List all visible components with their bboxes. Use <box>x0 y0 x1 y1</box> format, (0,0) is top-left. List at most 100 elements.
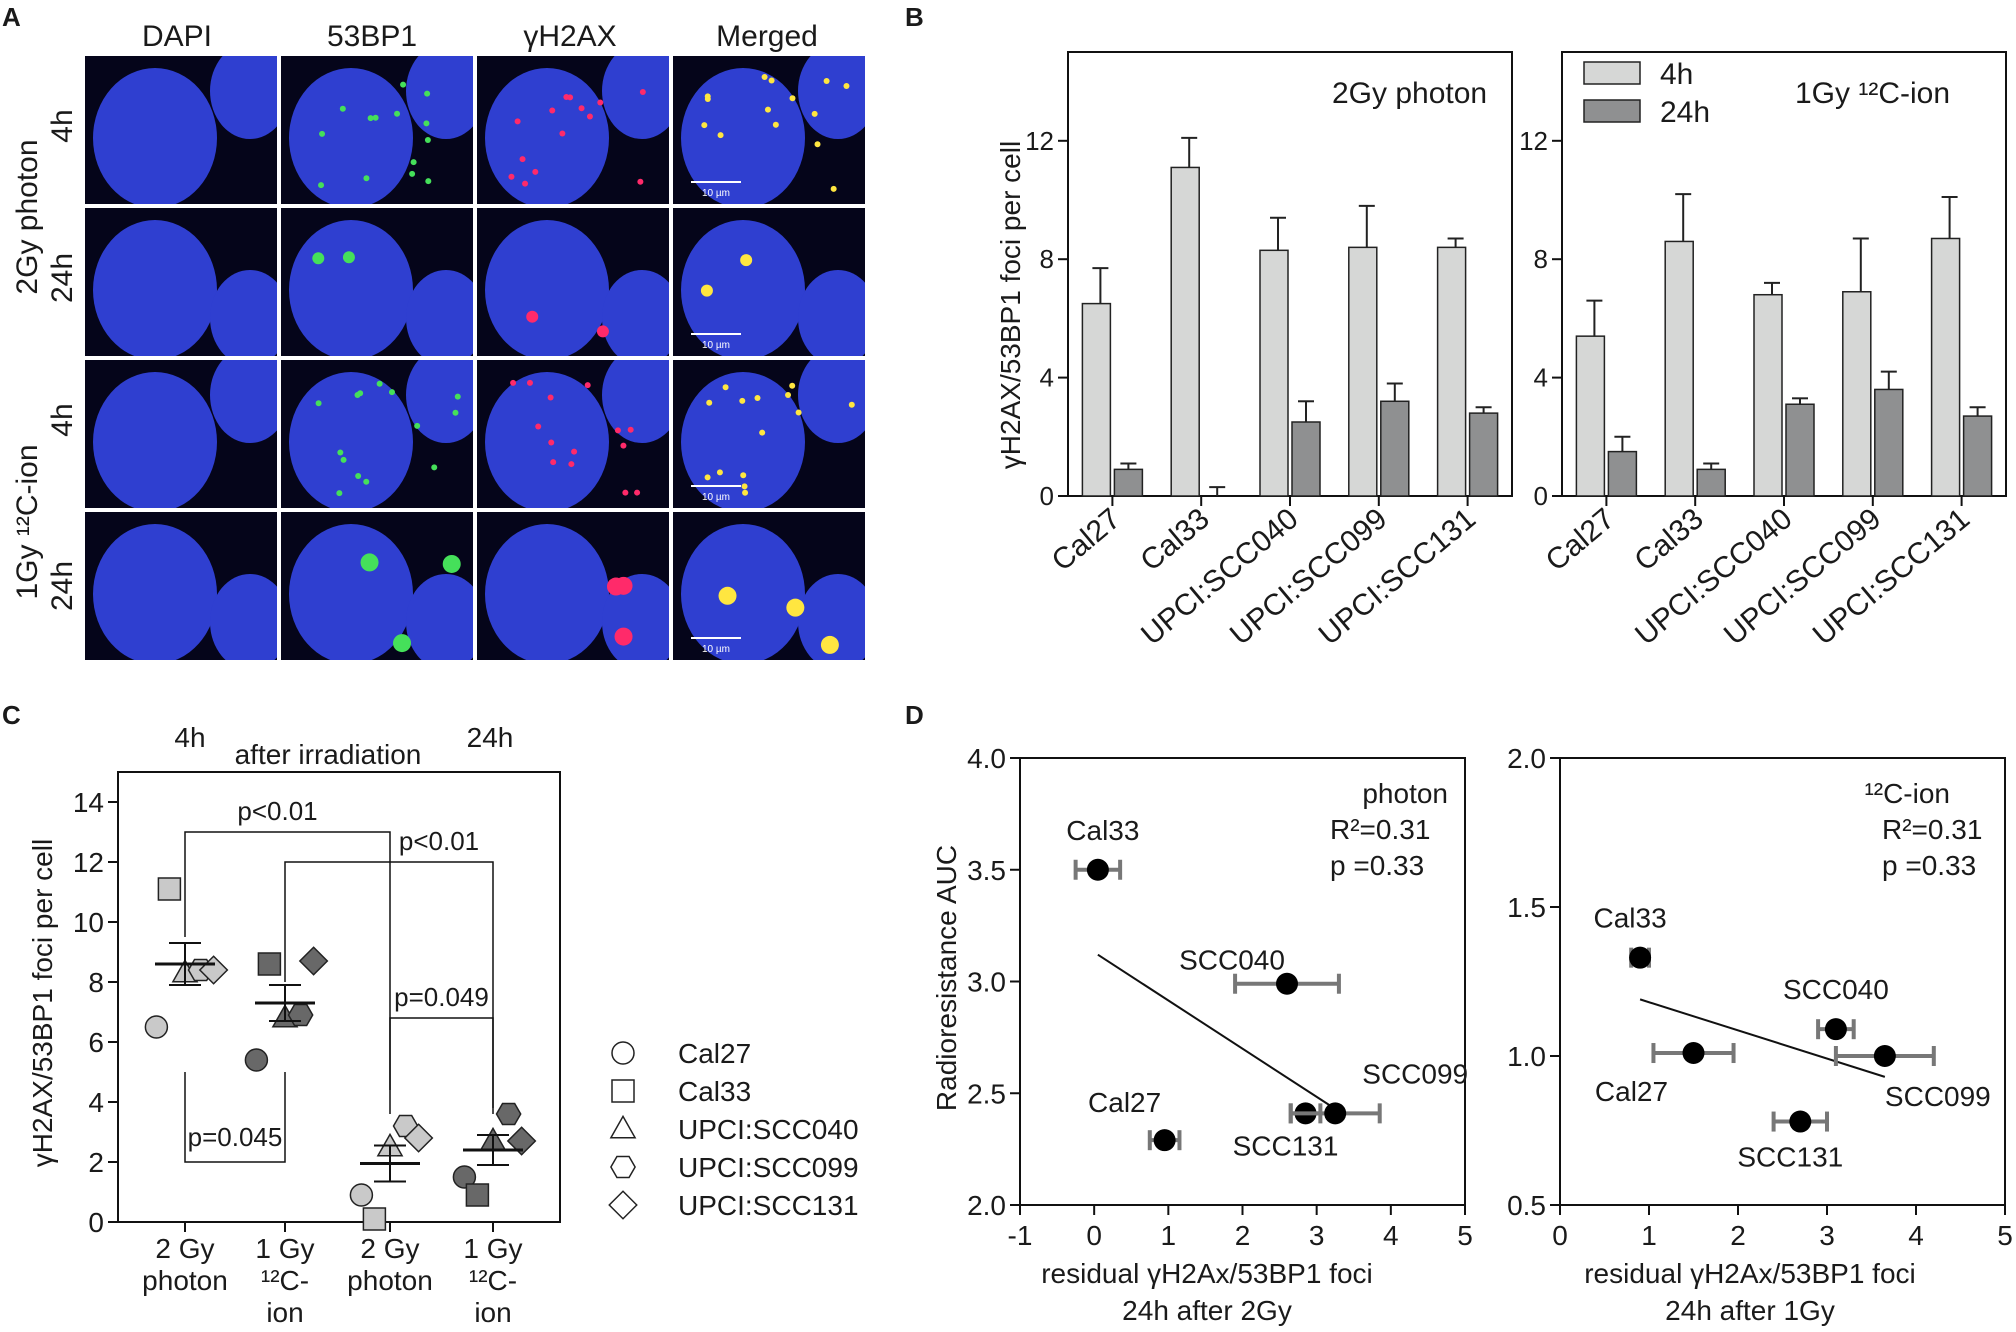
legend-marker-circle <box>611 1041 635 1065</box>
nucleus <box>93 524 217 660</box>
scalebar-label: 10 µm <box>702 188 730 199</box>
microscopy-grid: DAPI 53BP1 γH2AX Merged 2Gy photon 1Gy ¹… <box>11 20 865 660</box>
regression-line <box>1097 953 1336 1110</box>
focus <box>718 586 737 605</box>
group-label-carbon: 1Gy ¹²C-ion <box>11 444 44 599</box>
nucleus <box>210 360 277 443</box>
x-tick-label: 0 <box>1552 1220 1568 1251</box>
data-point <box>1682 1042 1705 1065</box>
x-tick-label: UPCI:SCC099 <box>1224 502 1393 652</box>
annotation-line: R²=0.31 <box>1882 814 1982 845</box>
tile-content <box>681 56 865 204</box>
focus <box>549 107 556 114</box>
x-tick-label: 5 <box>1997 1220 2013 1251</box>
point-label: SCC131 <box>1233 1130 1339 1161</box>
d-left-ylabel: Radioresistance AUC <box>931 845 962 1111</box>
annotation-line: p =0.33 <box>1882 850 1976 881</box>
x-tick-label: 4 <box>1908 1220 1924 1251</box>
column-header-dapi: DAPI <box>142 20 212 53</box>
focus <box>559 130 566 137</box>
legend-label: UPCI:SCC099 <box>678 1152 859 1183</box>
focus <box>423 120 430 127</box>
focus <box>627 426 634 433</box>
nucleus <box>798 360 865 443</box>
focus <box>795 409 802 416</box>
x-tick-label: ¹²C- <box>469 1265 517 1296</box>
legend-label: UPCI:SCC040 <box>678 1114 859 1145</box>
x-tick-label: photon <box>142 1265 228 1296</box>
tile-content <box>289 56 473 204</box>
micrograph-tile <box>477 512 669 660</box>
focus <box>768 77 775 84</box>
bar-24h <box>1962 415 1993 497</box>
data-point-diamond <box>298 946 329 976</box>
micrograph-tile <box>85 512 277 660</box>
legend-marker-triangle <box>609 1114 637 1139</box>
data-point <box>1824 1018 1847 1041</box>
x-tick-label: Cal33 <box>1628 502 1709 578</box>
panel-letter-c: C <box>2 700 21 730</box>
y-tick-label: 1.5 <box>1507 892 1546 923</box>
x-tick-label: 1 Gy <box>255 1233 314 1264</box>
tile-content <box>93 56 277 204</box>
legend-label: 24h <box>1660 96 1710 129</box>
legend-marker-square <box>611 1079 635 1103</box>
nucleus <box>406 574 473 660</box>
micrograph-tile <box>85 360 277 508</box>
nucleus <box>406 360 473 443</box>
focus <box>372 114 379 121</box>
legend-label: 4h <box>1660 58 1693 91</box>
y-tick-label: 12 <box>1025 126 1054 156</box>
bar-24h <box>1607 450 1638 497</box>
legend-marker-diamond <box>608 1190 638 1220</box>
focus <box>354 392 361 399</box>
y-tick-label: 4.0 <box>967 743 1006 774</box>
focus <box>761 73 768 80</box>
bar-4h <box>1259 249 1289 497</box>
nucleus <box>485 68 609 204</box>
focus <box>514 118 521 125</box>
annotation-line: R²=0.31 <box>1330 814 1430 845</box>
focus <box>547 394 554 401</box>
nucleus <box>798 574 865 660</box>
x-tick-label: 3 <box>1819 1220 1835 1251</box>
x-tick-label: -1 <box>1008 1220 1033 1251</box>
legend-label: Cal33 <box>678 1076 751 1107</box>
legend-label: Cal27 <box>678 1038 751 1069</box>
x-tick-label: UPCI:SCC131 <box>1807 502 1976 652</box>
x-tick-label: ion <box>474 1297 511 1328</box>
x-tick-label: 5 <box>1457 1220 1473 1251</box>
data-point-circle <box>244 1048 269 1072</box>
nucleus <box>602 56 669 139</box>
focus <box>704 96 711 103</box>
p-value-label: p<0.01 <box>237 796 317 826</box>
nucleus <box>485 372 609 508</box>
focus <box>454 393 461 400</box>
bar-4h <box>1930 237 1961 497</box>
tile-content <box>289 524 473 660</box>
focus <box>722 384 729 391</box>
chart-d-right: 0.5 1.0 1.5 2.0 0 1 2 3 4 5 Cal33 SCC040 Cal27 SCC099… <box>1507 743 2013 1251</box>
focus <box>716 469 723 476</box>
nucleus <box>485 220 609 356</box>
nucleus <box>798 270 865 356</box>
annotation-line: ¹²C-ion <box>1864 778 1950 809</box>
focus <box>409 170 416 177</box>
bar-4h <box>1664 240 1694 497</box>
focus <box>584 382 591 389</box>
tile-content <box>289 220 473 356</box>
point-label: Cal33 <box>1594 903 1667 934</box>
micrograph-tile: 10 µm <box>673 512 865 660</box>
focus <box>567 94 574 101</box>
x-tick-label: UPCI:SCC099 <box>1718 502 1887 652</box>
focus <box>340 456 347 463</box>
focus <box>312 252 325 265</box>
micrograph-tile <box>85 56 277 204</box>
tile-content <box>681 524 865 660</box>
focus <box>823 78 830 85</box>
micrograph-tile <box>477 360 669 508</box>
c-top-label-4h: 4h <box>174 722 205 753</box>
x-tick-label: 2 Gy <box>360 1233 419 1264</box>
panel-letter-b: B <box>905 2 924 32</box>
focus <box>431 464 438 471</box>
